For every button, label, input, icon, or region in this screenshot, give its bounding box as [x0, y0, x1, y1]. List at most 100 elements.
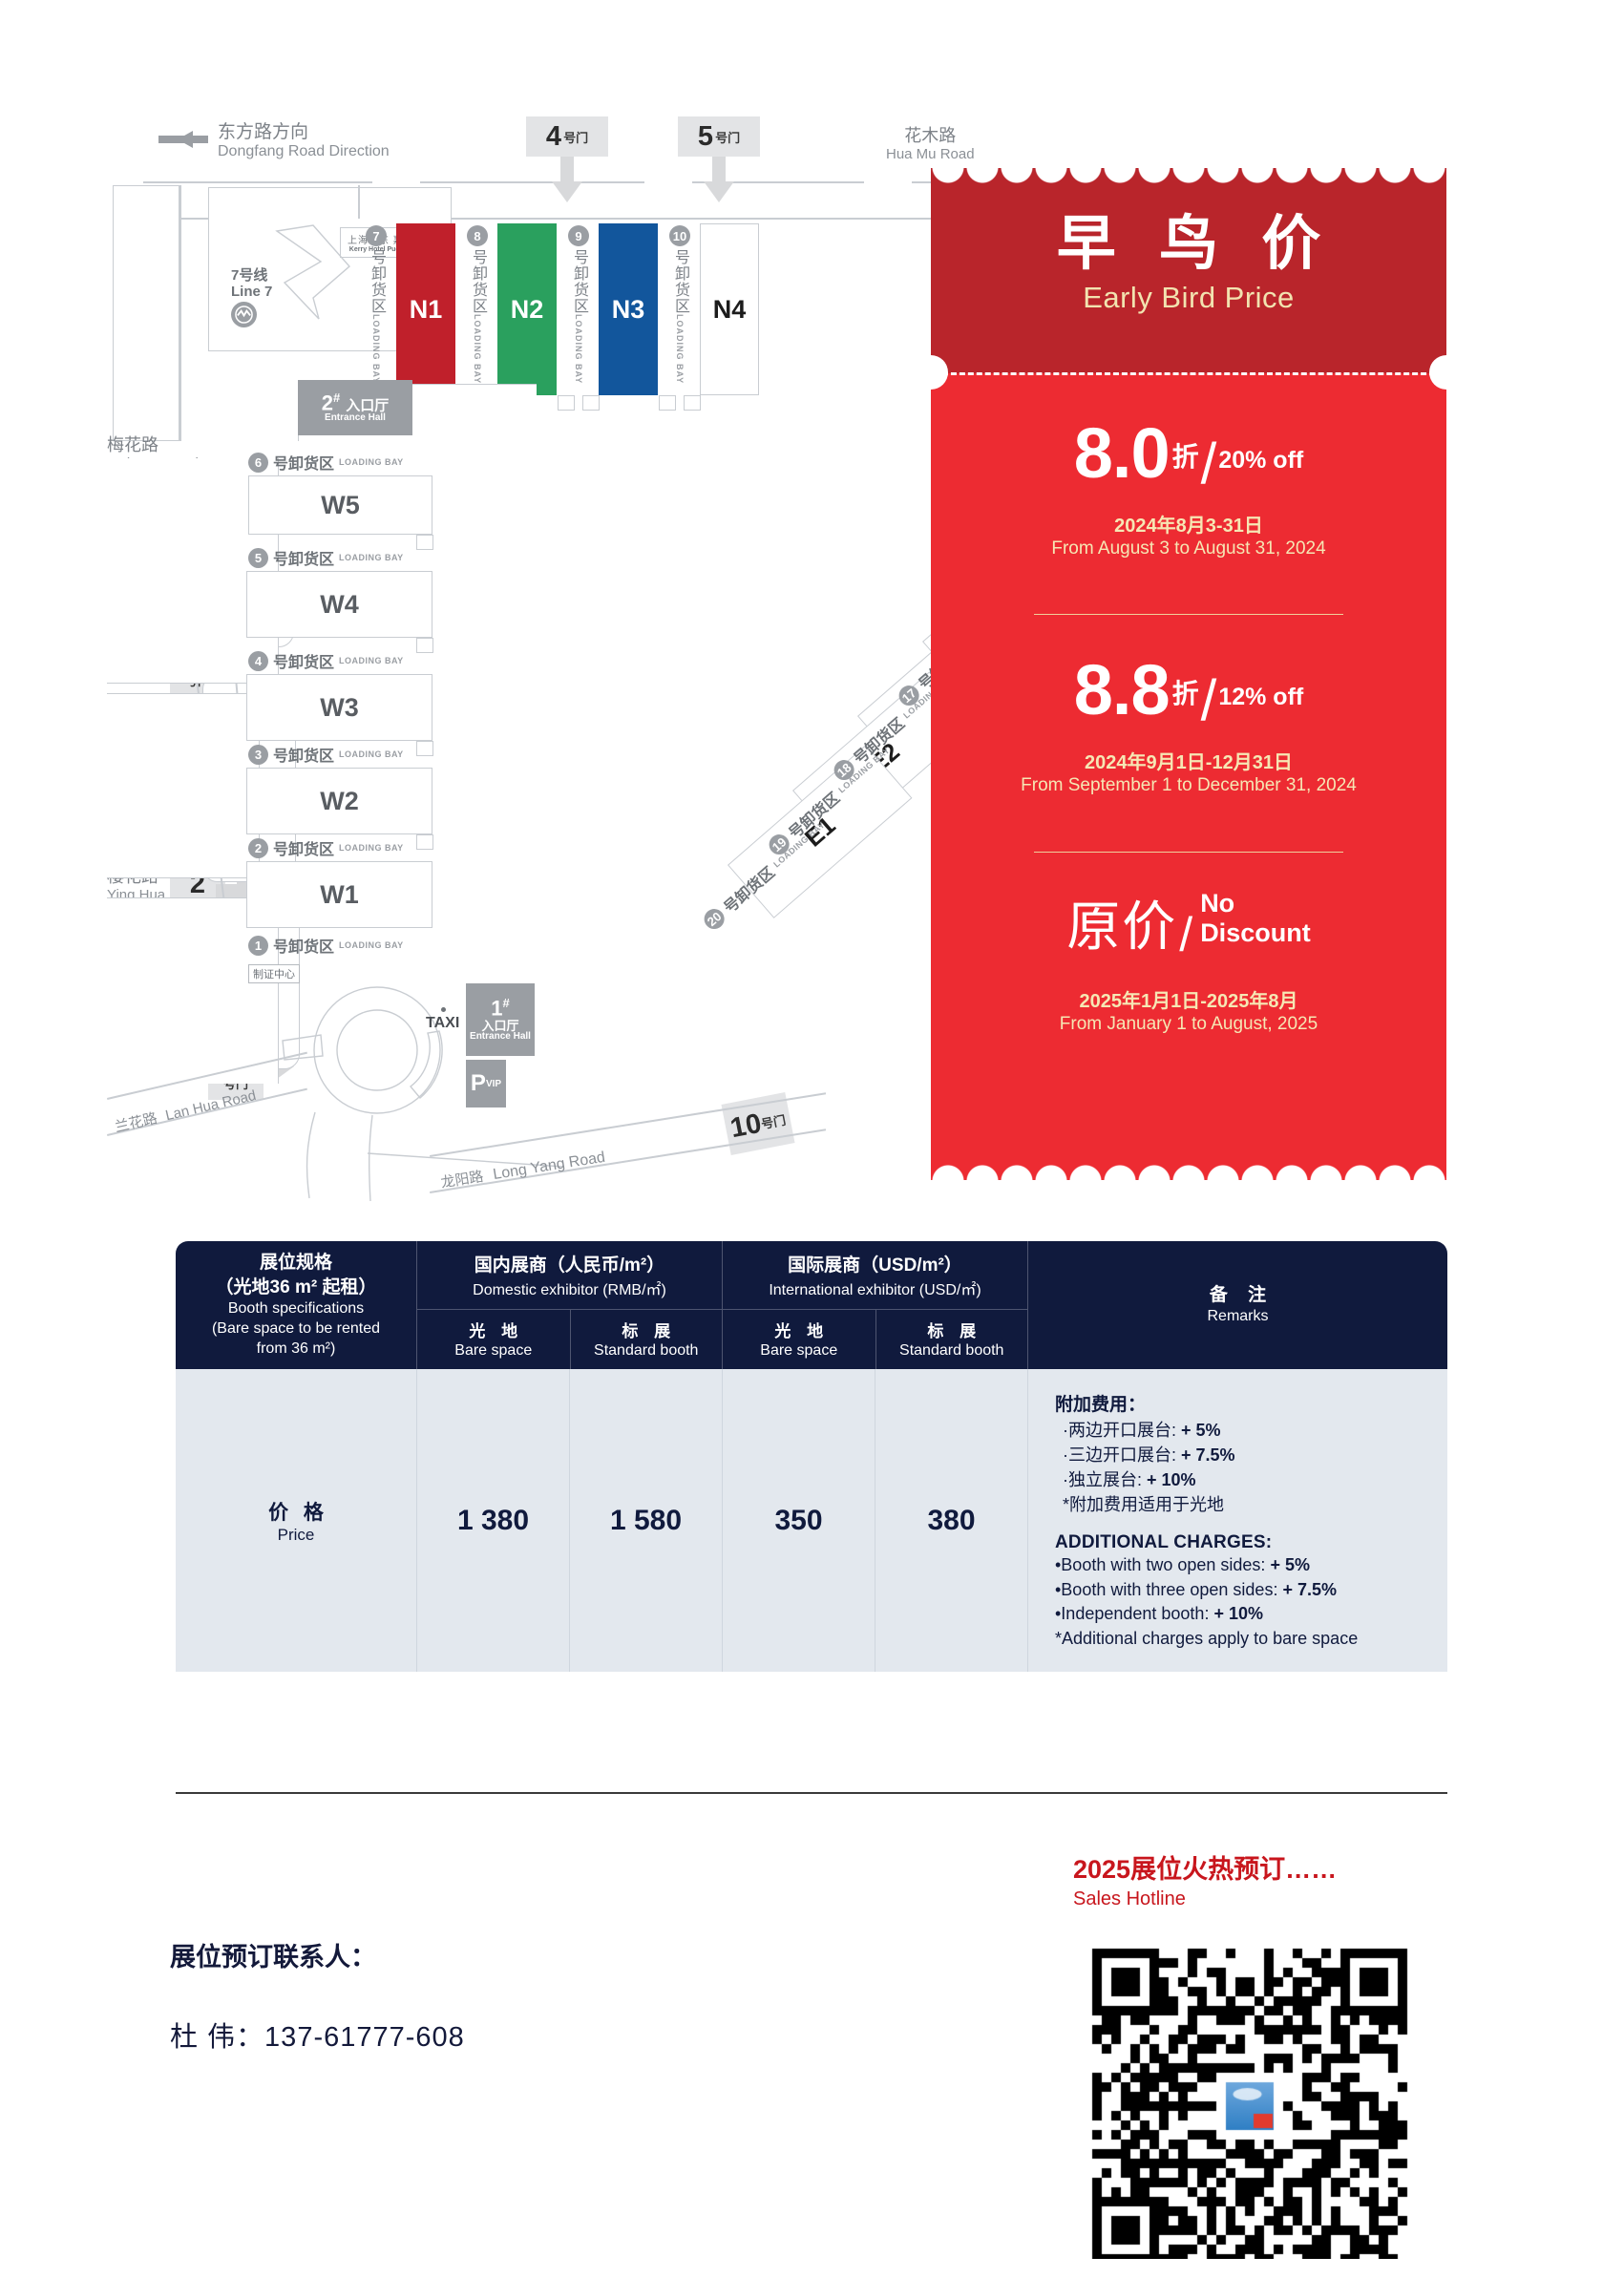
tier-2-date-en: From September 1 to December 31, 2024: [1021, 775, 1357, 795]
road-segment: [420, 181, 644, 183]
cell-international-bare: 350: [722, 1368, 875, 1673]
hall-n4[interactable]: N4: [700, 223, 759, 395]
vip-parking-badge[interactable]: P VIP: [466, 1060, 506, 1107]
hall-n2[interactable]: N2: [497, 223, 557, 395]
remarks-en-item-2: •Booth with three open sides: + 7.5%: [1055, 1579, 1337, 1599]
direction-arrow-stem: [158, 136, 208, 143]
cell-international-standard: 380: [875, 1368, 1027, 1673]
gate-4-arrow-icon: [552, 181, 582, 202]
entrance-hall-1-badge[interactable]: 1# 入口厅 Entrance Hall: [466, 983, 535, 1056]
tier-1: 8.0 折/20% off 2024年8月3-31日 From August 3 …: [931, 418, 1446, 559]
dock: [558, 395, 575, 411]
coupon-title-en: Early Bird Price: [1083, 281, 1295, 314]
entrance-hall-2-badge[interactable]: 2# 入口厅 Entrance Hall: [298, 380, 412, 435]
tier-1-off: 20% off: [1218, 447, 1304, 474]
gate-4-arrow-stem: [560, 157, 574, 183]
tier-1-rate: 8.0: [1073, 413, 1171, 493]
gate-10-badge[interactable]: 10 号门: [721, 1092, 795, 1155]
road-segment: [143, 181, 372, 183]
loading-bay-1: 1 号卸货区 LOADING BAY: [248, 934, 404, 957]
tier-1-rate-row: 8.0 折/20% off: [931, 418, 1446, 496]
remarks-en-title: ADDITIONAL CHARGES:: [1055, 1532, 1273, 1553]
loading-bay-4: 4 号卸货区 LOADING BAY: [248, 649, 404, 672]
taxi-label: TAXI: [426, 1015, 460, 1031]
footer-divider: [176, 1792, 1447, 1794]
dock: [416, 535, 433, 550]
contact-name-phone: 杜 伟：137-61777-608: [170, 2022, 465, 2053]
remarks-cn-title: 附加费用：: [1055, 1394, 1147, 1415]
hall-w3[interactable]: W3: [246, 674, 432, 741]
tier-3-off-l1: No: [1200, 888, 1235, 918]
tier-2-zhe: 折: [1171, 679, 1199, 708]
loading-bay-8: 8 号卸货区 LOADING BAY: [466, 225, 489, 384]
tier-3-slash: /: [1179, 908, 1193, 961]
price-table-row: 价 格 Price 1 380 1 580 350 380 附加费用： ·两边开…: [176, 1368, 1447, 1673]
tier-3-date-cn: 2025年1月1日-2025年8月: [1079, 991, 1298, 1012]
tier-1-date-en: From August 3 to August 31, 2024: [1051, 538, 1326, 559]
tier-2-rate: 8.8: [1073, 650, 1171, 729]
header-group-international: 国际展商（USD/m²） International exhibitor (US…: [722, 1241, 1027, 1369]
road-v1: [358, 185, 360, 219]
cell-price-label: 价 格 Price: [268, 1501, 328, 1544]
loading-bay-10: 10 号卸货区 LOADING BAY: [668, 225, 691, 384]
price-table: 展位规格 （光地36 m² 起租） Booth specifications (…: [176, 1241, 1447, 1673]
loading-bay-7: 7 号卸货区 LOADING BAY: [365, 225, 388, 384]
dock: [416, 834, 433, 850]
remarks-spacer: [1055, 1517, 1421, 1532]
hall-n1[interactable]: N1: [396, 223, 455, 395]
hall-w1[interactable]: W1: [246, 861, 432, 928]
road-label-huamu: 花木路 Hua Mu Road: [886, 126, 975, 162]
gate-5-arrow-icon: [704, 181, 734, 202]
block-left-2: [107, 693, 260, 878]
notch-left: [914, 355, 948, 390]
coupon-title-cn: 早 鸟 价: [1056, 211, 1335, 277]
contact-title: 展位预订联系人：: [170, 1943, 376, 1972]
hall-n3[interactable]: N3: [599, 223, 658, 395]
cell-domestic-standard: 1 580: [569, 1368, 722, 1673]
header-international-title: 国际展商（USD/m²） International exhibitor (US…: [723, 1241, 1027, 1310]
header-domestic-standard: 标 展 Standard booth: [569, 1310, 723, 1369]
tier-1-date-cn: 2024年8月3-31日: [1114, 516, 1263, 537]
metro-line7-label-top: 7号线 Line 7: [231, 267, 273, 301]
remarks-en-note: *Additional charges apply to bare space: [1055, 1628, 1359, 1648]
header-domestic-title: 国内展商（人民币/m²） Domestic exhibitor (RMB/㎡): [417, 1241, 722, 1310]
gate-4-badge[interactable]: 4 号门: [526, 116, 608, 157]
tier-1-zhe: 折: [1171, 442, 1199, 472]
notch-right: [1429, 355, 1464, 390]
hall-w5[interactable]: W5: [248, 475, 432, 535]
dock: [659, 395, 676, 411]
cell-domestic-bare: 1 380: [416, 1368, 569, 1673]
header-domestic-bare: 光 地 Bare space: [454, 1322, 533, 1359]
coupon-divider-2: [1034, 852, 1343, 853]
header-international-bare: 光 地 Bare space: [760, 1322, 838, 1359]
loading-bay-3: 3 号卸货区 LOADING BAY: [248, 743, 404, 766]
tier-3-rate-row: 原价/No Discount: [931, 884, 1446, 962]
scallop-edge-top: [931, 167, 1446, 186]
shanghai-metro-icon: [231, 302, 257, 327]
gate-2-arrow-stem: [216, 884, 239, 897]
sales-hotline-en: Sales Hotline: [1073, 1888, 1186, 1909]
tier-2-off: 12% off: [1218, 684, 1304, 710]
hall-w2[interactable]: W2: [246, 768, 432, 834]
tier-2-slash: /: [1200, 668, 1217, 732]
remarks-en-item-1: •Booth with two open sides: + 5%: [1055, 1555, 1310, 1575]
loading-bay-6: 6 号卸货区 LOADING BAY: [248, 451, 404, 474]
tier-3-rate-cn: 原价: [1066, 896, 1178, 957]
tier-3-off-l2: Discount: [1200, 918, 1311, 947]
gate-5-badge[interactable]: 5 号门: [678, 116, 760, 157]
dock: [416, 741, 433, 756]
dock: [684, 395, 701, 411]
header-remarks: 备 注 Remarks: [1027, 1241, 1447, 1369]
loading-bay-9: 9 号卸货区 LOADING BAY: [567, 225, 590, 384]
road-segment: [143, 218, 1150, 220]
header-booth-spec: 展位规格 （光地36 m² 起租） Booth specifications (…: [211, 1253, 381, 1357]
remarks-cn-item-1: ·两边开口展台: + 5%: [1063, 1420, 1221, 1440]
certificate-center-label: 制证中心: [248, 964, 300, 983]
early-bird-coupon: 早 鸟 价 Early Bird Price 8.0 折/20% off 2024…: [914, 167, 1464, 1181]
hall-w4[interactable]: W4: [246, 571, 432, 638]
wechat-qr-code[interactable]: [1085, 1944, 1419, 2259]
dock: [416, 638, 433, 653]
dock: [582, 395, 600, 411]
taxi-marker-icon: [441, 1007, 446, 1012]
